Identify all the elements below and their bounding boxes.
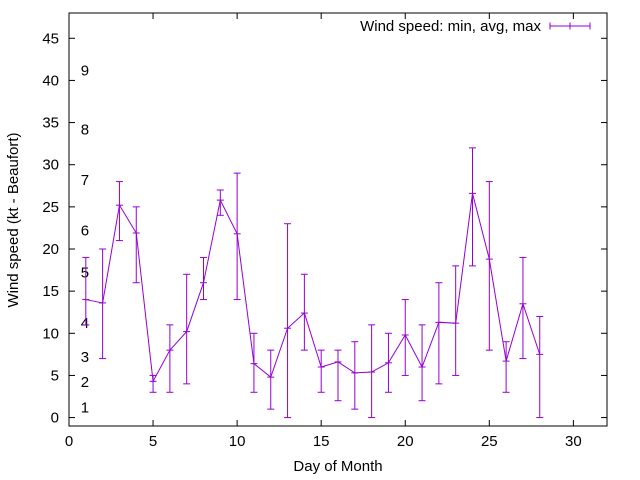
x-axis-label: Day of Month	[293, 458, 382, 475]
y-tick-label: 25	[42, 199, 59, 216]
beaufort-label: 5	[81, 265, 89, 282]
y-tick-label: 40	[42, 72, 59, 89]
series-line-group	[85, 193, 541, 383]
beaufort-scale-labels: 1 2 3 4 5 6 7 8 9	[81, 62, 89, 416]
error-bar	[435, 282, 443, 385]
error-bar	[200, 256, 207, 301]
error-bar	[469, 147, 476, 267]
y-tick-label: 35	[42, 115, 59, 132]
error-bar	[485, 181, 493, 351]
x-axis: 0 5 10 15 20 25 30	[65, 13, 582, 450]
legend-label: Wind speed: min, avg, max	[360, 18, 541, 35]
x-tick-label: 20	[397, 433, 414, 450]
beaufort-label: 2	[81, 374, 89, 391]
y-tick-label: 10	[42, 325, 59, 342]
x-tick-label: 30	[565, 433, 582, 450]
error-bars	[82, 147, 544, 419]
series-line-avg	[85, 193, 541, 383]
error-bar	[82, 256, 90, 326]
beaufort-label: 9	[81, 62, 89, 79]
error-bar	[536, 315, 544, 419]
beaufort-label: 7	[81, 172, 89, 189]
error-bar	[183, 273, 191, 385]
y-tick-label: 20	[42, 241, 59, 258]
beaufort-label: 3	[81, 349, 89, 366]
beaufort-label: 1	[81, 399, 89, 416]
x-tick-label: 0	[65, 433, 73, 450]
plot-frame	[68, 12, 608, 427]
error-bar	[132, 206, 140, 284]
error-bar	[519, 256, 527, 360]
y-tick-label: 45	[42, 30, 59, 47]
error-bar	[284, 223, 292, 419]
error-bar	[115, 181, 123, 242]
error-bar	[317, 349, 325, 393]
error-bar	[368, 324, 376, 419]
x-tick-label: 5	[149, 433, 157, 450]
y-axis-label: Wind speed (kt - Beaufort)	[5, 132, 22, 307]
beaufort-label: 4	[81, 315, 89, 332]
error-bar	[166, 324, 174, 393]
y-tick-label: 15	[42, 283, 59, 300]
error-bar	[216, 189, 224, 216]
error-bar	[267, 349, 275, 410]
error-bar	[334, 349, 342, 402]
error-bar	[99, 248, 107, 360]
y-tick-label: 0	[51, 410, 59, 427]
error-bar	[401, 299, 409, 376]
x-tick-label: 15	[313, 433, 330, 450]
x-tick-label: 10	[229, 433, 246, 450]
beaufort-label: 6	[81, 222, 89, 239]
error-bar	[351, 341, 359, 410]
y-tick-label: 30	[42, 157, 59, 174]
error-bar	[300, 273, 308, 351]
beaufort-label: 8	[81, 121, 89, 138]
y-tick-label: 5	[51, 367, 59, 384]
legend: Wind speed: min, avg, max	[360, 18, 591, 35]
x-tick-label: 25	[481, 433, 498, 450]
